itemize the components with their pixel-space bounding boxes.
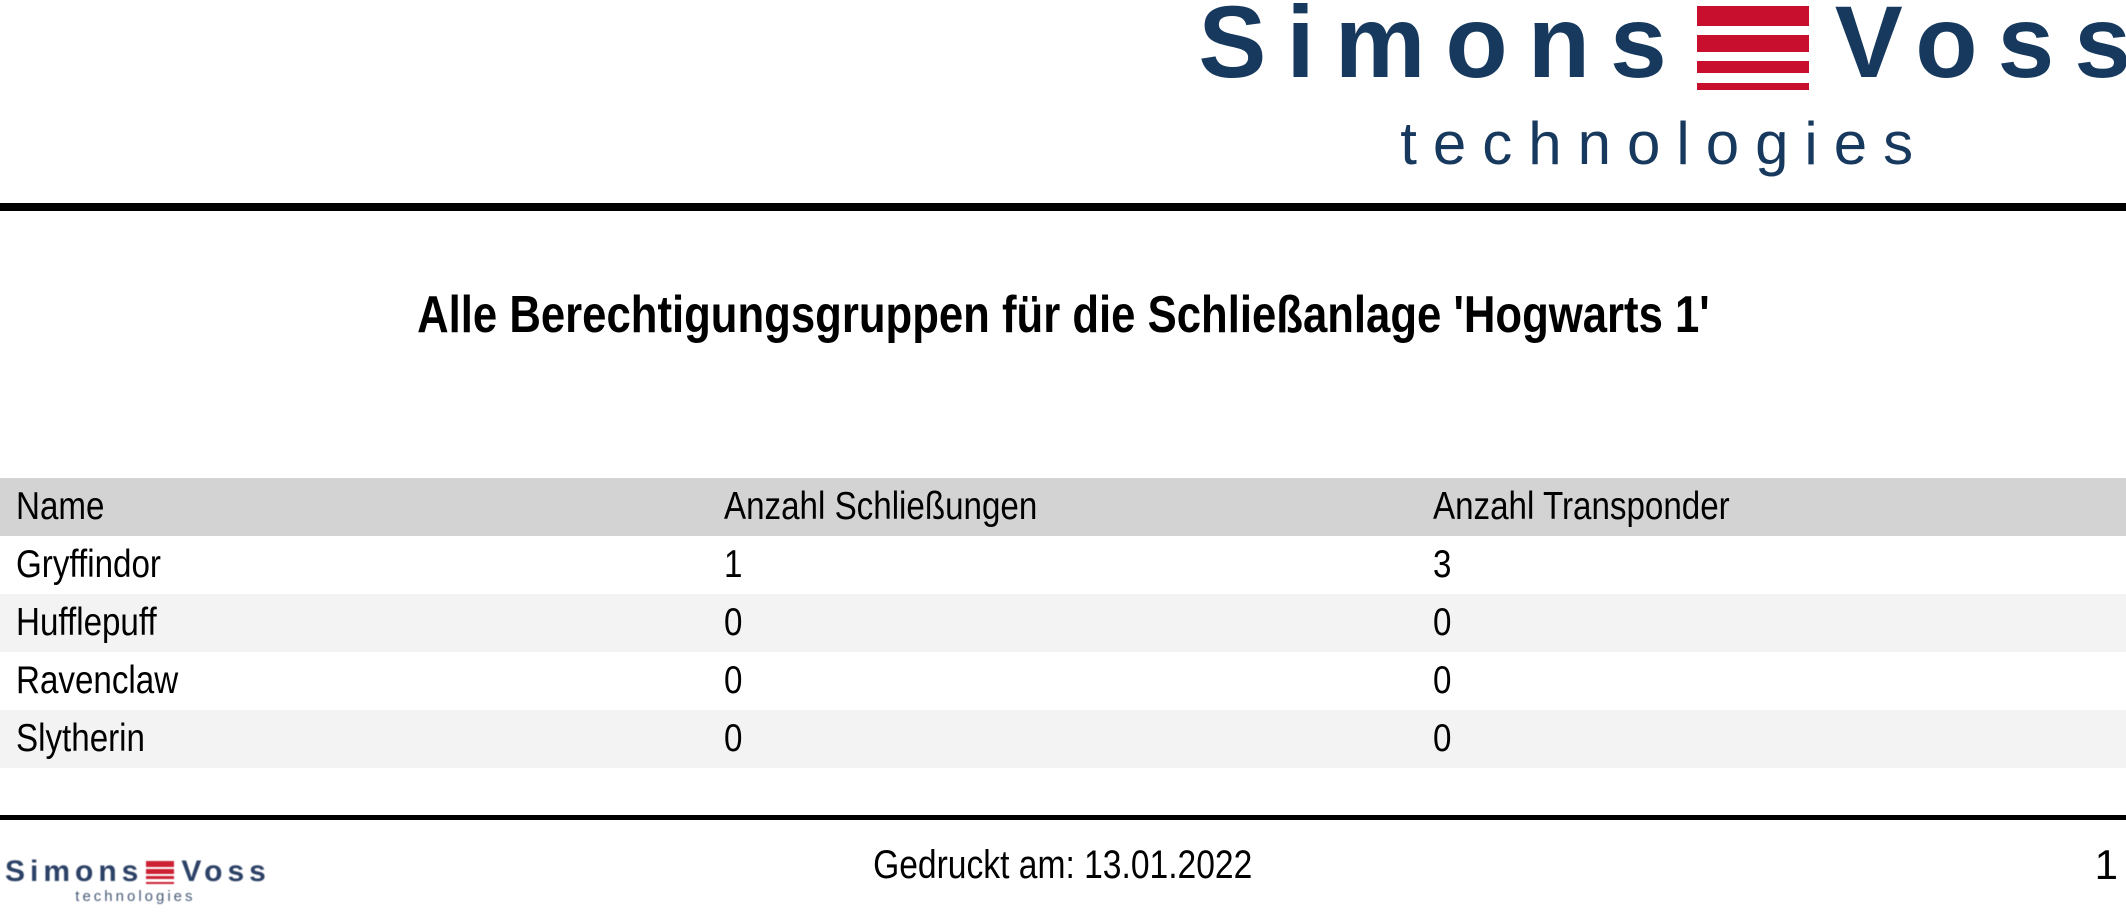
page-title: Alle Berechtigungsgruppen für die Schlie… — [0, 283, 2126, 347]
footer-logo-text-voss: Voss — [181, 855, 271, 888]
footer-simonsvoss-logo: Simons Voss technologies — [5, 855, 266, 905]
column-header-name: Name — [16, 485, 105, 528]
table-row: Gryffindor 1 3 — [0, 536, 2126, 594]
footer-logo-wordmark: Simons Voss — [5, 855, 266, 888]
table-row: Slytherin 0 0 — [0, 710, 2126, 768]
footer-separator — [0, 815, 2126, 820]
cell-name: Gryffindor — [16, 543, 161, 586]
logo-text-simons: Simons — [1198, 0, 1687, 99]
cell-anzahl-transponder: 0 — [1433, 601, 1452, 644]
footer-logo-text-simons: Simons — [5, 855, 144, 888]
logo-text-voss: Voss — [1834, 0, 2126, 99]
table-row: Ravenclaw 0 0 — [0, 652, 2126, 710]
cell-name: Slytherin — [16, 717, 145, 760]
cell-name: Ravenclaw — [16, 659, 179, 702]
column-header-anzahl-transponder: Anzahl Transponder — [1433, 485, 1730, 528]
cell-anzahl-schliessungen: 0 — [724, 601, 743, 644]
simonsvoss-logo: Simons Voss technologies — [1198, 0, 2126, 174]
cell-name: Hufflepuff — [16, 601, 157, 644]
cell-anzahl-schliessungen: 0 — [724, 659, 743, 702]
printed-date: Gedruckt am: 13.01.2022 — [0, 839, 2126, 891]
footer-logo-tagline: technologies — [75, 888, 196, 905]
page-number: 1 — [2094, 841, 2118, 888]
cell-anzahl-schliessungen: 0 — [724, 717, 743, 760]
header-separator — [0, 203, 2126, 211]
authorization-groups-table: Name Anzahl Schließungen Anzahl Transpon… — [0, 478, 2126, 768]
table-row: Hufflepuff 0 0 — [0, 594, 2126, 652]
cell-anzahl-schliessungen: 1 — [724, 543, 743, 586]
cell-anzahl-transponder: 3 — [1433, 543, 1452, 586]
logo-tagline: technologies — [1400, 110, 1930, 177]
column-header-anzahl-schliessungen: Anzahl Schließungen — [724, 485, 1038, 528]
printed-date-text: Gedruckt am: 13.01.2022 — [873, 843, 1253, 887]
logo-stripes-icon — [1696, 6, 1809, 90]
logo-wordmark: Simons Voss — [1198, 0, 2126, 99]
table-header-row: Name Anzahl Schließungen Anzahl Transpon… — [0, 478, 2126, 536]
footer-logo-stripes-icon — [146, 861, 175, 884]
cell-anzahl-transponder: 0 — [1433, 659, 1452, 702]
page-title-text: Alle Berechtigungsgruppen für die Schlie… — [416, 286, 1710, 344]
cell-anzahl-transponder: 0 — [1433, 717, 1452, 760]
